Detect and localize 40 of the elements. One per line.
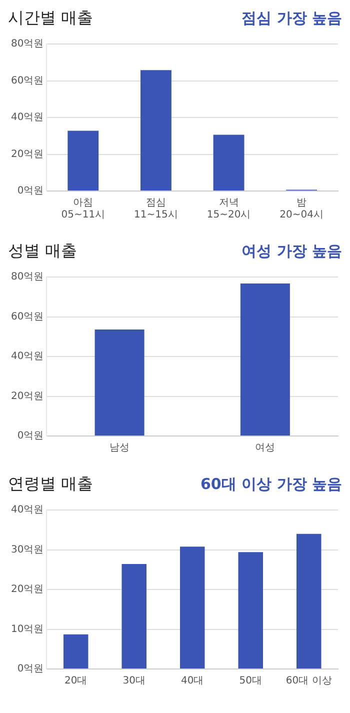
- y-tick-label: 60억원: [10, 311, 44, 322]
- bar: [68, 130, 99, 190]
- y-tick-label: 80억원: [10, 272, 44, 283]
- y-tick-label: 60억원: [10, 75, 44, 86]
- bar: [213, 134, 244, 190]
- bar: [122, 564, 146, 668]
- x-tick-label: 여성: [255, 442, 276, 454]
- y-tick-label: 20억원: [10, 390, 44, 402]
- bar: [296, 534, 322, 668]
- x-tick-label: 50대: [239, 676, 262, 687]
- chart-subtitle: 점심 가장 높음: [242, 9, 342, 28]
- x-tick-label: 저녁 15~20시: [206, 198, 251, 221]
- y-tick-label: 0억원: [17, 186, 44, 197]
- x-tick-label: 60대 이상: [286, 676, 332, 687]
- y-tick-label: 0억원: [17, 664, 44, 675]
- y-tick-label: 80억원: [10, 38, 44, 50]
- bar: [140, 70, 172, 190]
- y-tick-label: 20억원: [10, 148, 44, 160]
- y-tick-label: 30억원: [10, 544, 44, 556]
- x-tick-label: 남성: [110, 442, 130, 454]
- bar: [238, 552, 263, 668]
- y-tick-label: 40억원: [10, 112, 44, 124]
- y-tick-label: 40억원: [10, 504, 44, 516]
- x-tick-label: 밤 20~04시: [280, 198, 324, 221]
- x-tick-label: 점심 11~15시: [134, 198, 178, 221]
- chart-subtitle: 여성 가장 높음: [242, 242, 342, 261]
- x-tick-label: 40대: [180, 676, 204, 687]
- chart-title: 시간별 매출: [8, 8, 94, 29]
- bar: [180, 546, 205, 668]
- y-tick-label: 40억원: [10, 351, 44, 362]
- chart-subtitle: 60대 이상 가장 높음: [200, 475, 342, 494]
- chart-title: 성별 매출: [8, 241, 78, 262]
- y-tick-label: 0억원: [17, 430, 44, 442]
- bar: [63, 634, 88, 668]
- y-tick-label: 10억원: [10, 624, 44, 635]
- x-tick-label: 30대: [122, 676, 146, 687]
- x-tick-label: 20대: [64, 676, 88, 687]
- chart-title: 연령별 매출: [8, 474, 94, 495]
- y-tick-label: 20억원: [10, 584, 44, 596]
- x-tick-label: 아침 05~11시: [61, 198, 106, 221]
